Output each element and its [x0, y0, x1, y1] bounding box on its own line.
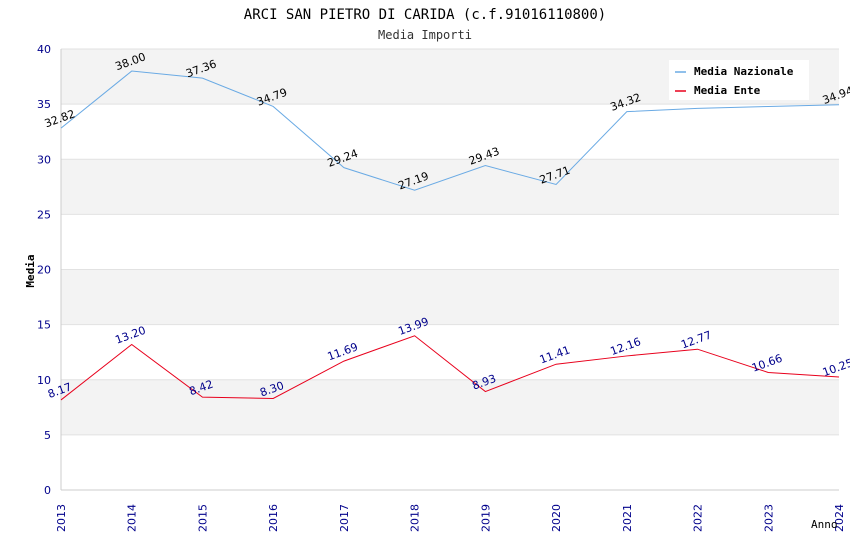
plot-background-bands — [61, 49, 839, 435]
plot-band — [61, 159, 839, 215]
x-tick-label: 2024 — [833, 504, 846, 532]
y-tick-label: 35 — [37, 98, 51, 111]
data-label: 10.25 — [821, 356, 850, 379]
data-label: 13.20 — [114, 324, 148, 347]
x-axis-label: Anno — [811, 518, 838, 531]
data-label: 11.69 — [326, 340, 360, 363]
x-tick-label: 2013 — [55, 504, 68, 532]
chart-title: ARCI SAN PIETRO DI CARIDA (c.f.910161108… — [244, 7, 606, 23]
x-tick-label: 2021 — [621, 504, 634, 532]
y-axis-ticks: 0 5 10 15 20 25 30 35 40 — [37, 43, 51, 497]
y-tick-label: 40 — [37, 43, 51, 56]
series-lines — [60, 70, 840, 401]
y-tick-label: 5 — [44, 429, 51, 442]
legend-label-media-nazionale: Media Nazionale — [694, 65, 794, 78]
y-tick-label: 30 — [37, 153, 51, 166]
chart-subtitle: Media Importi — [378, 28, 472, 42]
x-axis-ticks: 2013 2014 2015 2016 2017 2018 2019 2020 2021 2022… — [55, 504, 846, 532]
x-tick-label: 2022 — [692, 504, 705, 532]
legend-box — [669, 60, 809, 100]
y-tick-label: 25 — [37, 208, 51, 221]
y-tick-label: 10 — [37, 374, 51, 387]
data-label: 10.66 — [750, 352, 784, 375]
y-tick-label: 0 — [44, 484, 51, 497]
x-tick-label: 2017 — [338, 504, 351, 532]
data-label: 12.77 — [679, 328, 713, 351]
x-tick-label: 2023 — [762, 504, 775, 532]
x-tick-label: 2020 — [550, 504, 563, 532]
x-tick-label: 2018 — [409, 504, 422, 532]
series-line-media-ente — [60, 335, 840, 401]
y-axis-label: Media — [24, 254, 37, 287]
y-tick-label: 15 — [37, 319, 51, 332]
x-tick-label: 2015 — [196, 504, 209, 532]
plot-band — [61, 379, 839, 435]
legend: Media Nazionale Media Ente — [669, 60, 809, 100]
y-tick-label: 20 — [37, 264, 51, 277]
x-tick-label: 2016 — [267, 504, 280, 532]
series-line-media-nazionale — [60, 70, 840, 191]
x-tick-label: 2019 — [479, 504, 492, 532]
legend-label-media-ente: Media Ente — [694, 84, 761, 97]
x-tick-label: 2014 — [126, 504, 139, 532]
plot-band — [61, 269, 839, 325]
